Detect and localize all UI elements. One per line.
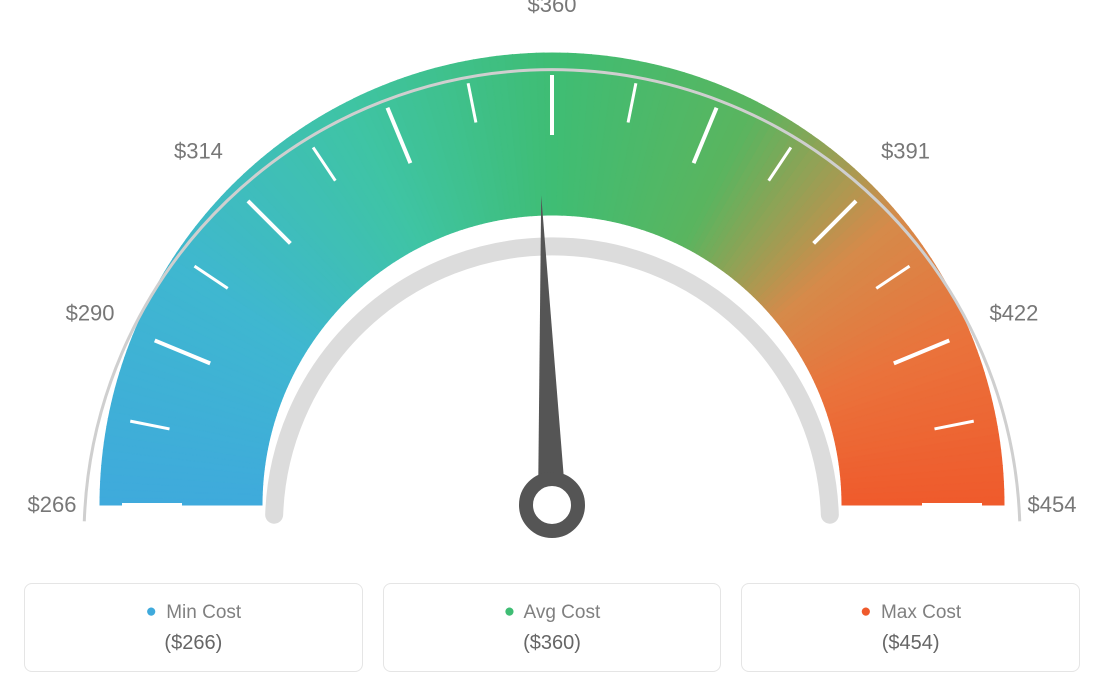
legend-avg: ● Avg Cost ($360) xyxy=(383,583,722,672)
legend-avg-label: Avg Cost xyxy=(523,602,600,623)
gauge-tick-label: $422 xyxy=(989,301,1038,326)
gauge-chart: $266 $290 $314 $360 $391 $422 $454 xyxy=(0,0,1104,560)
legend-max-value: ($454) xyxy=(752,632,1069,655)
gauge-tick-label: $266 xyxy=(28,492,77,517)
legend-max-label: Max Cost xyxy=(881,602,961,623)
legend-row: ● Min Cost ($266) ● Avg Cost ($360) ● Ma… xyxy=(0,583,1104,672)
legend-min-title-row: ● Min Cost xyxy=(35,602,352,624)
dot-icon: ● xyxy=(860,601,871,622)
dot-icon: ● xyxy=(145,601,156,622)
legend-avg-value: ($360) xyxy=(394,632,711,655)
gauge-tick-label: $391 xyxy=(881,138,930,163)
gauge-needle-hub xyxy=(526,479,578,531)
legend-min-label: Min Cost xyxy=(166,602,241,623)
gauge-tick-label: $290 xyxy=(66,301,115,326)
legend-min: ● Min Cost ($266) xyxy=(24,583,363,672)
gauge-tick-label: $314 xyxy=(174,138,223,163)
legend-max-title-row: ● Max Cost xyxy=(752,602,1069,624)
cost-gauge-infographic: $266 $290 $314 $360 $391 $422 $454 ● Min Cost … xyxy=(0,0,1104,690)
legend-avg-title-row: ● Avg Cost xyxy=(394,602,711,624)
legend-min-value: ($266) xyxy=(35,632,352,655)
gauge-tick-label: $454 xyxy=(1028,492,1077,517)
legend-max: ● Max Cost ($454) xyxy=(741,583,1080,672)
gauge-tick-label: $360 xyxy=(528,0,577,17)
dot-icon: ● xyxy=(504,601,515,622)
